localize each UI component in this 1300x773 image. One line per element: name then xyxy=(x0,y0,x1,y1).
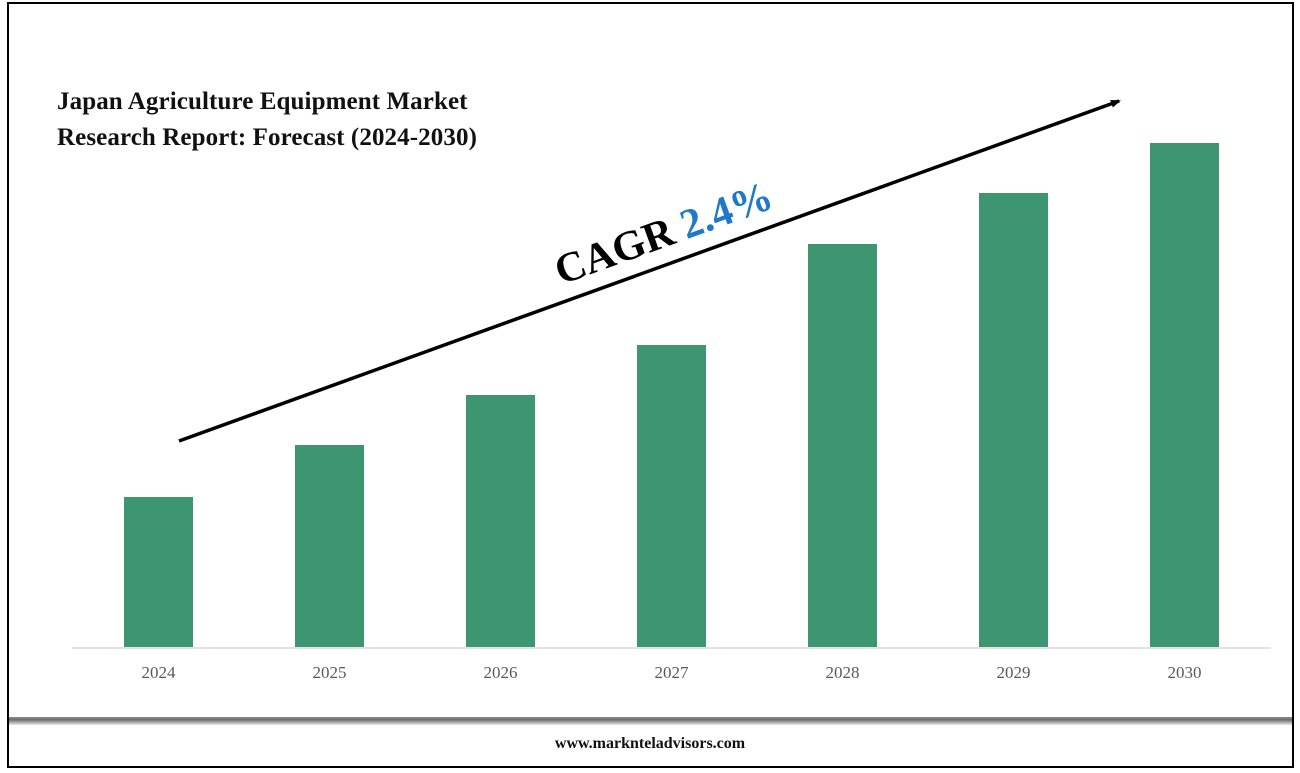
x-tick-2030: 2030 xyxy=(1168,663,1202,682)
cagr-value: 2.4% xyxy=(674,173,779,249)
bars-group xyxy=(124,143,1219,647)
chart-title: Japan Agriculture Equipment Market Resea… xyxy=(57,84,477,156)
x-tick-2027: 2027 xyxy=(655,663,690,682)
title-line-1: Japan Agriculture Equipment Market xyxy=(57,88,468,115)
x-tick-2028: 2028 xyxy=(826,663,860,682)
bar-2025 xyxy=(295,445,364,647)
bar-2024 xyxy=(124,497,193,647)
bar-2028 xyxy=(808,244,877,647)
bar-2027 xyxy=(637,345,706,647)
x-tick-2024: 2024 xyxy=(142,663,177,682)
x-tick-2026: 2026 xyxy=(484,663,518,682)
bar-2029 xyxy=(979,193,1048,647)
bar-2030 xyxy=(1150,143,1219,647)
title-line-2: Research Report: Forecast (2024-2030) xyxy=(57,124,478,151)
footer-divider xyxy=(9,717,1292,725)
x-tick-2029: 2029 xyxy=(997,663,1031,682)
x-tick-2025: 2025 xyxy=(313,663,347,682)
bar-2026 xyxy=(466,395,535,647)
footer-url: www.marknteladvisors.com xyxy=(554,735,746,752)
cagr-annotation: CAGR2.4% xyxy=(549,173,779,294)
svg-text:CAGR2.4%: CAGR2.4% xyxy=(549,173,779,294)
x-axis-ticks: 2024 2025 2026 2027 2028 2029 2030 xyxy=(142,663,1202,682)
trend-arrow-icon xyxy=(178,99,1121,443)
